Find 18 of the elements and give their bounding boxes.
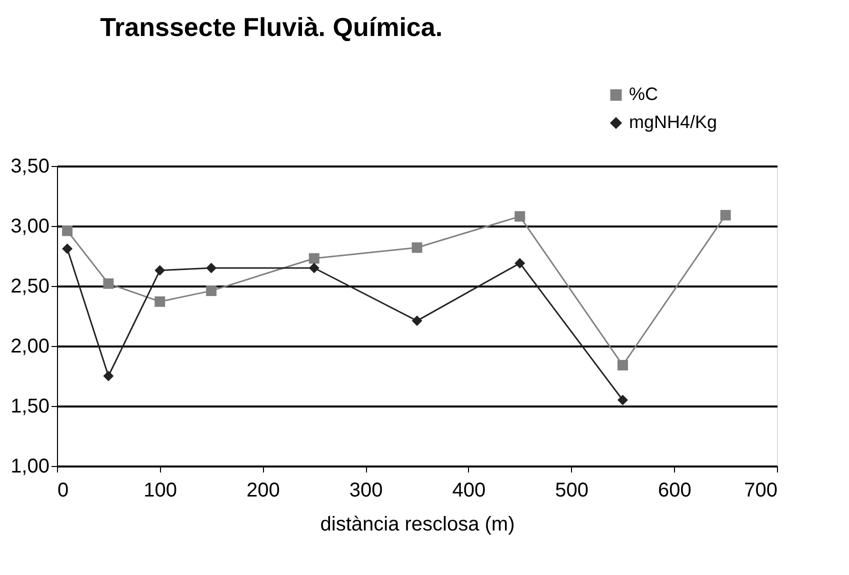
y-tick-label: 2,50 [10,276,50,298]
y-tick-label: 2,00 [10,336,50,358]
y-tick-label: 3,50 [10,156,50,178]
x-tick-label: 200 [246,480,280,502]
x-tick-label: 500 [555,480,588,502]
legend-label: mgNH4/Kg [629,112,718,132]
x-axis-title: distància resclosa (m) [320,514,515,536]
chart-title: Transsecte Fluvià. Química. [100,12,443,42]
x-tick-label: 0 [58,480,69,502]
y-tick-label: 1,00 [10,456,50,478]
x-tick-label: 400 [452,480,486,502]
x-tick-label: 100 [144,480,178,502]
x-tick-label: 600 [658,480,692,502]
y-tick-label: 3,00 [10,216,50,238]
x-tick-label: 300 [349,480,383,502]
y-tick-label: 1,50 [10,396,50,418]
legend-label: %C [629,84,658,104]
x-tick-label: 700 [744,480,778,502]
